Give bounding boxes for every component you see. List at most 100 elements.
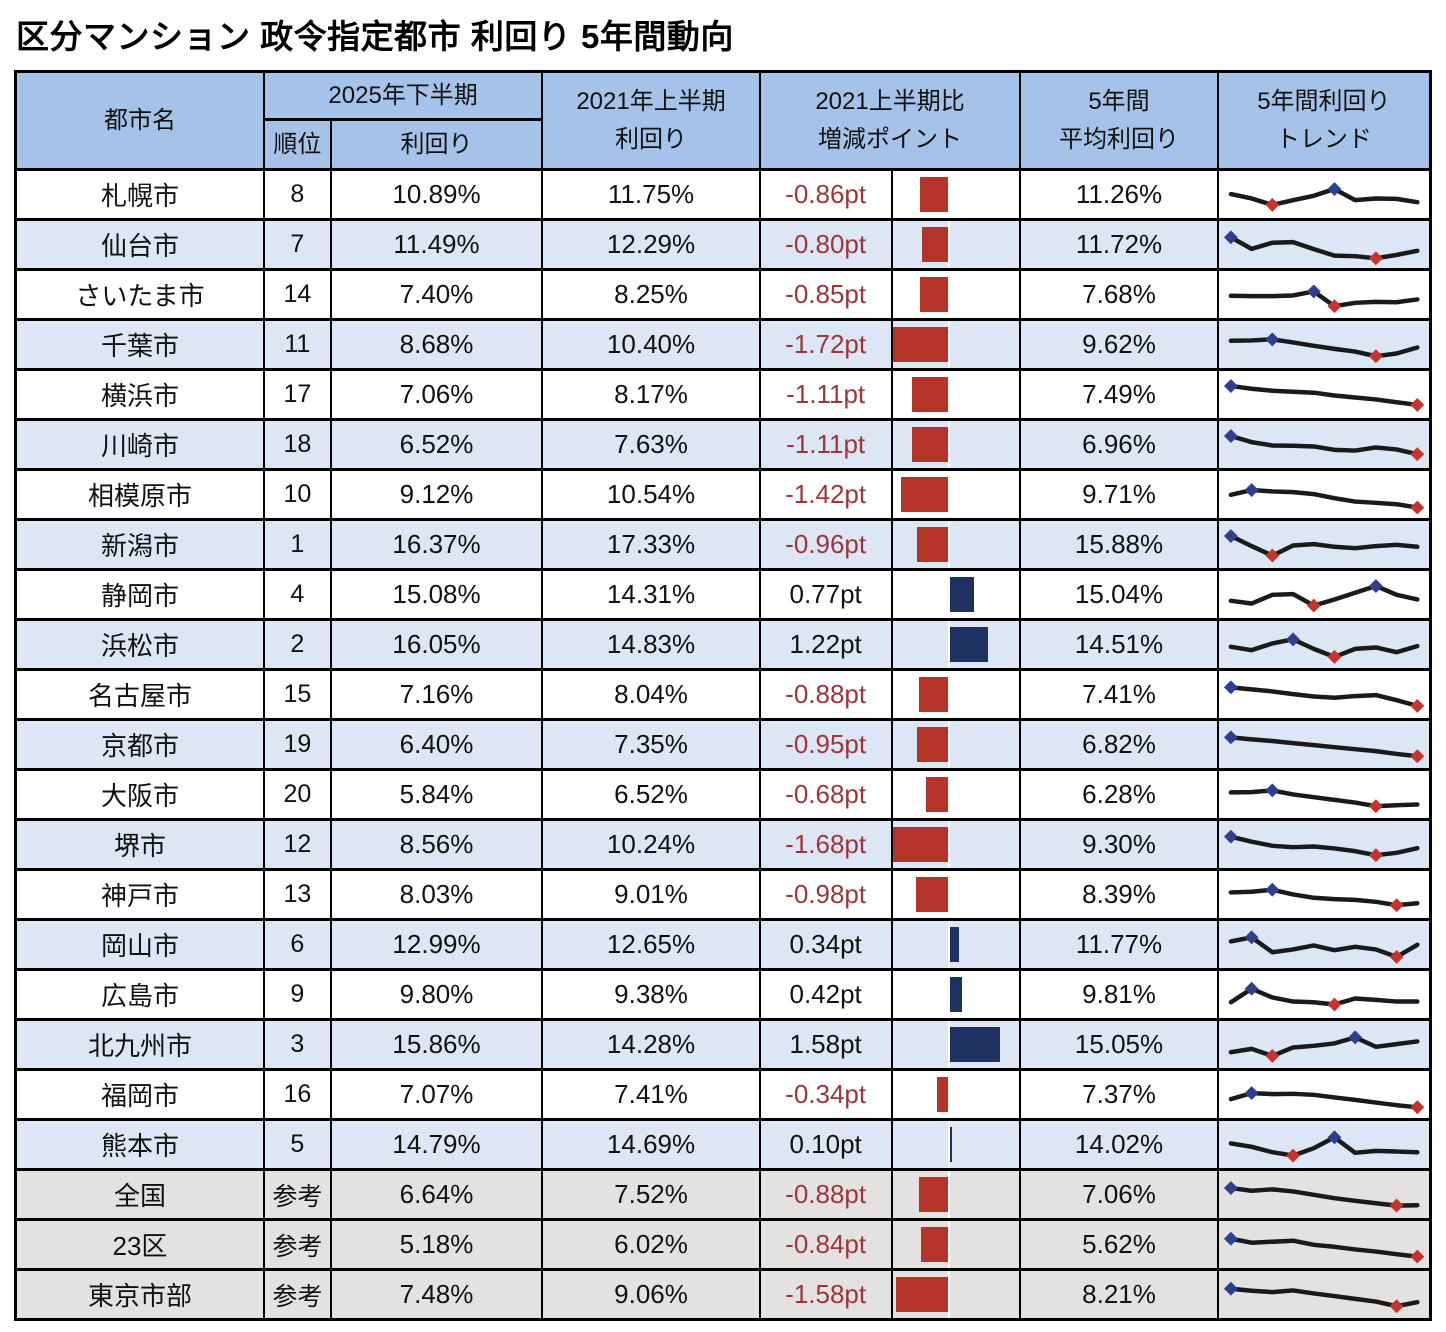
yield-2025-cell: 7.16% — [329, 668, 544, 721]
change-bar-cell — [890, 868, 1022, 921]
avg-yield-cell: 11.72% — [1019, 218, 1219, 271]
change-value-cell: 0.10pt — [758, 1118, 893, 1171]
yield-2025-cell: 7.06% — [329, 368, 544, 421]
change-bar-cell — [890, 168, 1022, 221]
city-name-cell: 大阪市 — [14, 768, 265, 821]
trend-cell — [1216, 1218, 1432, 1271]
change-value-cell: -0.95pt — [758, 718, 893, 771]
change-bar — [893, 826, 949, 863]
trend-sparkline — [1228, 1030, 1420, 1063]
trend-max-marker — [1285, 632, 1300, 647]
trend-sparkline — [1228, 882, 1420, 913]
yield-2021-cell: 9.06% — [541, 1268, 761, 1321]
change-bar-cell — [890, 368, 1022, 421]
rank-cell: 4 — [262, 568, 332, 621]
trend-min-marker — [1410, 397, 1425, 412]
change-value-cell: 1.58pt — [758, 1018, 893, 1071]
avg-yield-cell: 6.82% — [1019, 718, 1219, 771]
avg-yield-cell: 7.37% — [1019, 1068, 1219, 1121]
rank-cell: 参考 — [262, 1218, 332, 1271]
change-value-cell: -0.85pt — [758, 268, 893, 321]
change-bar-axis — [948, 922, 951, 967]
trend-cell — [1216, 718, 1432, 771]
city-name-cell: さいたま市 — [14, 268, 265, 321]
change-bar-axis — [948, 272, 951, 317]
rank-cell: 18 — [262, 418, 332, 471]
trend-min-marker — [1285, 1148, 1300, 1163]
trend-max-marker — [1265, 882, 1280, 897]
table-row: 大阪市 20 5.84% 6.52% -0.68pt 6.28% — [14, 768, 1432, 821]
table-row: 札幌市 8 10.89% 11.75% -0.86pt 11.26% — [14, 168, 1432, 221]
city-name-cell: 北九州市 — [14, 1018, 265, 1071]
change-bar-axis — [948, 322, 951, 367]
yield-2021-cell: 7.52% — [541, 1168, 761, 1221]
change-bar-cell — [890, 1018, 1022, 1071]
avg-yield-cell: 6.28% — [1019, 768, 1219, 821]
change-bar-cell — [890, 318, 1022, 371]
header-trend: 5年間利回り トレンド — [1216, 70, 1432, 171]
trend-min-marker — [1306, 598, 1321, 613]
change-value-cell: -0.84pt — [758, 1218, 893, 1271]
avg-yield-cell: 9.81% — [1019, 968, 1219, 1021]
change-value-cell: -0.96pt — [758, 518, 893, 571]
change-value-cell: 1.22pt — [758, 618, 893, 671]
trend-cell — [1216, 218, 1432, 271]
trend-max-marker — [1223, 730, 1238, 745]
avg-yield-cell: 15.88% — [1019, 518, 1219, 571]
change-bar — [920, 276, 949, 313]
yield-2021-cell: 8.04% — [541, 668, 761, 721]
change-bar-axis — [948, 522, 951, 567]
city-name-cell: 広島市 — [14, 968, 265, 1021]
yield-2025-cell: 10.89% — [329, 168, 544, 221]
city-name-cell: 神戸市 — [14, 868, 265, 921]
yield-2021-cell: 12.29% — [541, 218, 761, 271]
change-bar-axis — [948, 772, 951, 817]
change-bar — [893, 326, 949, 363]
city-name-cell: 千葉市 — [14, 318, 265, 371]
change-bar-cell — [890, 918, 1022, 971]
trend-sparkline — [1228, 284, 1420, 314]
header-city: 都市名 — [14, 70, 265, 171]
avg-yield-cell: 7.49% — [1019, 368, 1219, 421]
trend-min-marker — [1327, 299, 1342, 314]
yield-table: 都市名 2025年下半期 2021年上半期 利回り 2021上半期比 増減ポイン… — [14, 70, 1432, 1321]
change-value-cell: -0.68pt — [758, 768, 893, 821]
rank-cell: 17 — [262, 368, 332, 421]
avg-yield-cell: 15.05% — [1019, 1018, 1219, 1071]
change-bar-cell — [890, 268, 1022, 321]
rank-cell: 5 — [262, 1118, 332, 1171]
change-bar — [901, 476, 949, 513]
city-name-cell: 川崎市 — [14, 418, 265, 471]
header-avg-yield: 5年間 平均利回り — [1019, 70, 1219, 171]
change-value-cell: -1.11pt — [758, 418, 893, 471]
yield-2025-cell: 16.37% — [329, 518, 544, 571]
rank-cell: 14 — [262, 268, 332, 321]
change-bar — [920, 1226, 949, 1263]
trend-sparkline — [1228, 332, 1420, 364]
trend-max-marker — [1244, 483, 1259, 497]
change-value-cell: 0.42pt — [758, 968, 893, 1021]
change-bar-cell — [890, 718, 1022, 771]
change-bar-axis — [948, 1222, 951, 1267]
trend-max-marker — [1265, 783, 1280, 798]
rank-cell: 12 — [262, 818, 332, 871]
city-name-cell: 全国 — [14, 1168, 265, 1221]
header-2025-yield: 利回り — [329, 118, 544, 171]
trend-min-marker — [1265, 548, 1280, 563]
change-bar — [948, 976, 963, 1013]
yield-2025-cell: 6.64% — [329, 1168, 544, 1221]
yield-2025-cell: 11.49% — [329, 218, 544, 271]
yield-2021-cell: 7.63% — [541, 418, 761, 471]
rank-cell: 15 — [262, 668, 332, 721]
yield-2021-cell: 7.41% — [541, 1068, 761, 1121]
avg-yield-cell: 9.30% — [1019, 818, 1219, 871]
rank-cell: 7 — [262, 218, 332, 271]
avg-yield-cell: 5.62% — [1019, 1218, 1219, 1271]
table-row: 仙台市 7 11.49% 12.29% -0.80pt 11.72% — [14, 218, 1432, 271]
trend-cell — [1216, 418, 1432, 471]
change-bar-axis — [948, 972, 951, 1017]
change-value-cell: -1.68pt — [758, 818, 893, 871]
trend-max-marker — [1348, 1030, 1362, 1045]
city-name-cell: 浜松市 — [14, 618, 265, 671]
